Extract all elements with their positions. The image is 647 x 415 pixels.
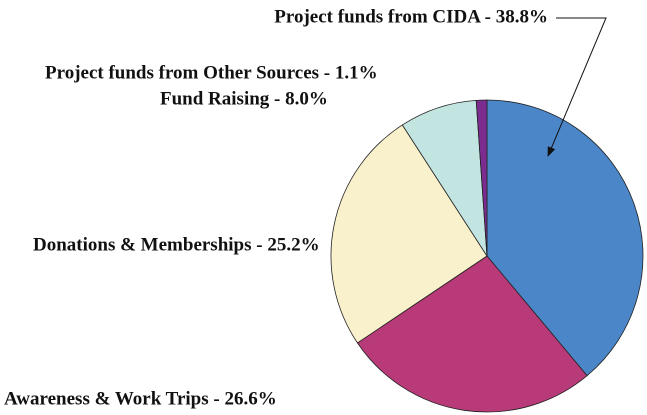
slice-label: Project funds from Other Sources - 1.1% [45,62,378,83]
leader-line [547,17,607,157]
slice-label: Fund Raising - 8.0% [160,88,328,109]
pie-slice [356,255,588,413]
slice-label: Donations & Memberships - 25.2% [33,234,320,255]
slice-label: Awareness & Work Trips - 26.6% [4,388,277,409]
pie-slice [475,99,488,257]
pie-slice [330,124,488,344]
pie-slice [486,99,644,377]
slice-label: Project funds from CIDA - 38.8% [274,6,548,27]
